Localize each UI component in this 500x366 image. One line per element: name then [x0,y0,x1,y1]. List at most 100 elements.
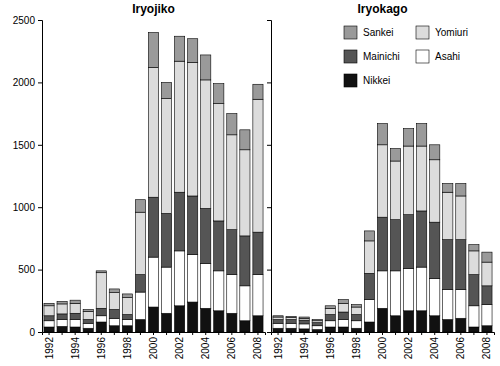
bar-segment [482,326,492,332]
y-tick-label: 500 [18,264,35,275]
y-tick: 1500 [13,140,42,151]
x-tick-mark [75,332,76,335]
bar-segment [404,215,414,269]
bar-segment [214,104,224,221]
x-tick [192,332,193,335]
bar-segment [188,196,198,255]
bar-segment [325,308,335,314]
y-tick: 500 [18,264,42,275]
bar-segment [227,230,237,275]
bar-segment [161,213,171,267]
bar-segment [404,311,414,332]
x-tick-mark [257,332,258,335]
bar-segment [70,320,80,327]
bar-segment [148,197,158,257]
x-tick-label: 1992 [44,337,55,360]
bar-segment [240,236,250,286]
bar-segment [325,306,335,308]
panel: 0500100015002000250019921994199619982000… [13,2,266,359]
bar-segment [109,318,119,325]
chart: 0500100015002000250019921994199619982000… [0,0,500,366]
x-tick-mark [244,332,245,335]
bar-segment [469,251,479,275]
bar-segment [175,192,185,251]
bar-segment [299,320,309,324]
bar-segment [390,316,400,332]
bar-segment [299,329,309,332]
y-tick-mark [38,145,42,146]
x-tick: 1992 [44,332,55,359]
bar-segment [338,327,348,332]
bar-segment [338,312,348,319]
legend-swatch [344,74,357,87]
bar-segment [83,310,93,312]
y-tick [267,332,271,333]
x-axis: 199219941996199820002002200420062008 [43,332,266,359]
x-tick-label: 2002 [403,337,414,360]
bar-segment [96,273,106,309]
bar-segment [273,320,283,324]
x-tick-label: 2004 [429,337,440,360]
bar-segment [44,327,54,332]
x-tick: 2002 [174,332,185,359]
bar-segment [161,82,171,98]
bar-segment [253,84,263,99]
bar-segment [109,326,119,332]
x-tick-mark [49,332,50,335]
bar-segment [430,222,440,278]
bar-segment [286,328,296,332]
bar-segment [417,311,427,332]
legend: SankeiYomiuriMainichiAsahiNikkei [344,26,468,87]
bar-segment [96,322,106,332]
bar-segment [390,161,400,220]
x-tick: 1998 [351,332,362,359]
bar-segment [188,39,198,63]
bar-segment [201,263,211,308]
bar-segment [227,135,237,230]
bar-segment [57,326,67,332]
bar-segment [430,145,440,160]
bar-segment [443,290,453,320]
y-tick-label: 1000 [13,202,36,213]
bar-segment [286,316,296,317]
x-tick-label: 2000 [377,337,388,360]
x-tick-mark [434,332,435,335]
bar-segment [175,36,185,61]
legend-swatch [416,50,429,63]
bar-segment [273,323,283,328]
bar-segment [161,99,171,214]
bar-segment [135,200,145,212]
x-tick: 1994 [70,332,81,359]
legend-swatch [344,26,357,39]
bar-segment [469,306,479,327]
panel: 199219941996199820002002200420062008Iryo… [267,2,495,359]
bar-segment [312,330,322,332]
legend-label: Mainichi [363,51,400,62]
x-tick [291,332,292,335]
series [273,124,492,321]
y-tick-mark [38,332,42,333]
y-tick [267,82,271,83]
x-tick-mark [140,332,141,335]
bar-segment [456,318,466,332]
x-tick: 2000 [148,332,159,359]
x-tick-mark [291,332,292,335]
bar-segment [201,308,211,332]
x-tick [166,332,167,335]
legend-label: Asahi [435,51,460,62]
bar-segment [312,326,322,330]
bar-segment [188,302,198,332]
bar-segment [312,320,322,321]
x-tick-mark [192,332,193,335]
bar-segment [299,317,309,318]
series [44,32,263,311]
bar-segment [83,311,93,319]
x-tick: 1994 [299,332,310,359]
bar-segment [312,323,322,326]
x-tick: 2004 [200,332,211,359]
x-tick-mark [382,332,383,335]
bar-segment [456,240,466,290]
bar-segment [390,271,400,316]
y-tick-mark [267,207,271,208]
bar-segment [161,313,171,332]
